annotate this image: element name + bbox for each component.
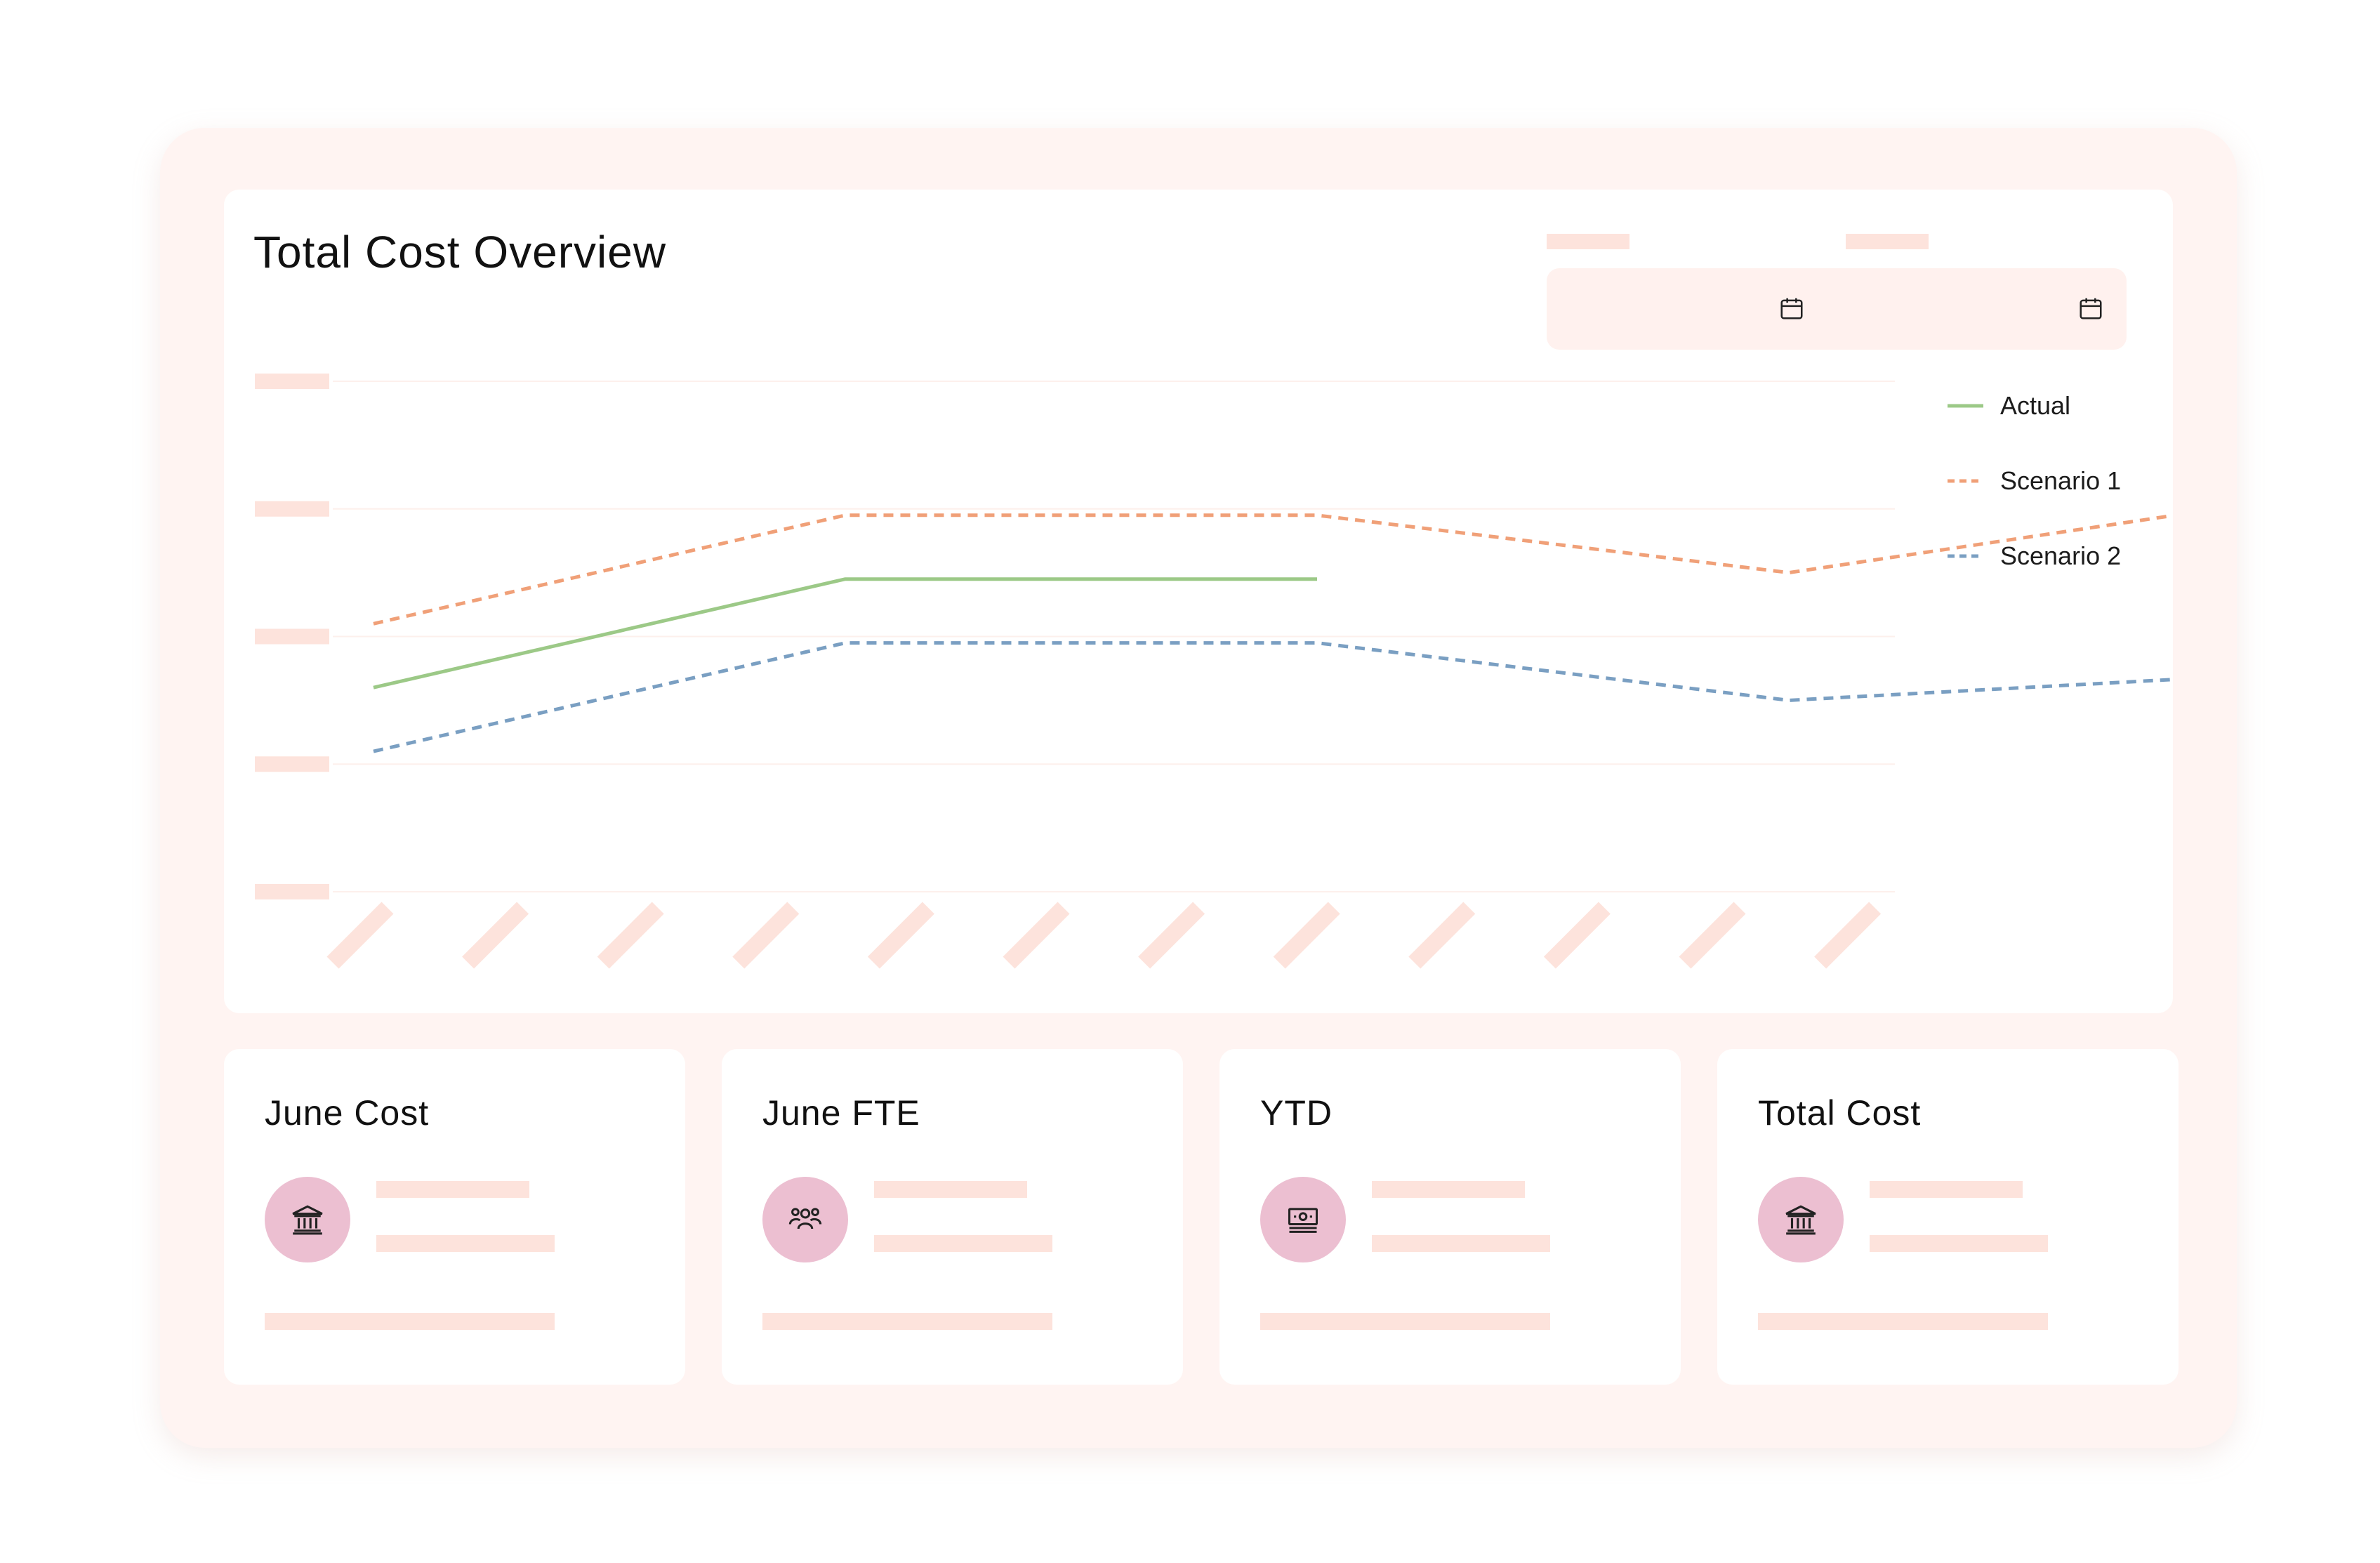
y-tick-label-placeholder bbox=[255, 501, 329, 517]
y-tick-label-placeholder bbox=[255, 374, 329, 389]
x-tick-label-placeholder bbox=[1003, 902, 1070, 969]
legend-label: Scenario 1 bbox=[2000, 466, 2121, 495]
x-tick-label-placeholder bbox=[732, 902, 800, 969]
calendar-icon[interactable] bbox=[1778, 295, 1805, 322]
x-tick-label-placeholder bbox=[1679, 902, 1746, 969]
kpi-title: YTD bbox=[1260, 1093, 1333, 1133]
footer-placeholder bbox=[1260, 1313, 1550, 1330]
legend-label: Scenario 2 bbox=[2000, 541, 2121, 570]
series-line-scenario-1 bbox=[373, 513, 2173, 626]
kpi-card-june-cost[interactable]: June Cost bbox=[224, 1049, 685, 1385]
chart-title: Total Cost Overview bbox=[253, 227, 667, 277]
subvalue-placeholder bbox=[1870, 1235, 2048, 1252]
date-range-picker[interactable] bbox=[1547, 268, 2127, 350]
kpi-card-total-cost[interactable]: Total Cost bbox=[1717, 1049, 2179, 1385]
x-tick-label-placeholder bbox=[1138, 902, 1205, 969]
subvalue-placeholder bbox=[874, 1235, 1052, 1252]
kpi-title: Total Cost bbox=[1758, 1093, 1922, 1133]
x-tick-label-placeholder bbox=[1543, 902, 1611, 969]
x-tick-label-placeholder bbox=[1408, 902, 1476, 969]
footer-placeholder bbox=[1758, 1313, 2048, 1330]
x-tick-label-placeholder bbox=[326, 902, 394, 969]
kpi-card-june-fte[interactable]: June FTE bbox=[722, 1049, 1183, 1385]
total-cost-chart-card: Total Cost Overview Actual Scenario 1 Scen… bbox=[224, 190, 2173, 1013]
line-chart: Actual Scenario 1 Scenario 2 bbox=[255, 374, 2173, 969]
kpi-card-ytd[interactable]: YTD bbox=[1219, 1049, 1681, 1385]
bank-icon bbox=[1758, 1177, 1844, 1262]
subvalue-placeholder bbox=[1372, 1235, 1550, 1252]
start-date-label-placeholder bbox=[1547, 234, 1629, 249]
x-tick-label-placeholder bbox=[462, 902, 529, 969]
subvalue-placeholder bbox=[376, 1235, 555, 1252]
value-placeholder bbox=[1870, 1181, 2023, 1198]
x-tick-label-placeholder bbox=[1814, 902, 1882, 969]
end-date-label-placeholder bbox=[1846, 234, 1929, 249]
chart-legend: Actual Scenario 1 Scenario 2 bbox=[1948, 391, 2121, 570]
value-placeholder bbox=[874, 1181, 1027, 1198]
money-icon bbox=[1260, 1177, 1346, 1262]
x-tick-label-placeholder bbox=[1273, 902, 1340, 969]
value-placeholder bbox=[376, 1181, 529, 1198]
y-tick-label-placeholder bbox=[255, 756, 329, 772]
series-line-actual bbox=[373, 577, 1317, 690]
bank-icon bbox=[265, 1177, 350, 1262]
footer-placeholder bbox=[762, 1313, 1052, 1330]
calendar-icon[interactable] bbox=[2077, 295, 2104, 322]
footer-placeholder bbox=[265, 1313, 555, 1330]
chart-axis-ticks bbox=[255, 374, 1882, 969]
chart-grid bbox=[333, 381, 1895, 892]
y-tick-label-placeholder bbox=[255, 628, 329, 645]
series-line-scenario-2 bbox=[373, 641, 2173, 753]
kpi-title: June FTE bbox=[762, 1093, 920, 1133]
value-placeholder bbox=[1372, 1181, 1525, 1198]
users-icon bbox=[762, 1177, 848, 1262]
y-tick-label-placeholder bbox=[255, 884, 329, 899]
x-tick-label-placeholder bbox=[597, 902, 664, 969]
legend-label: Actual bbox=[2000, 391, 2070, 420]
chart-series bbox=[373, 513, 2173, 753]
x-tick-label-placeholder bbox=[867, 902, 934, 969]
kpi-title: June Cost bbox=[265, 1093, 430, 1133]
